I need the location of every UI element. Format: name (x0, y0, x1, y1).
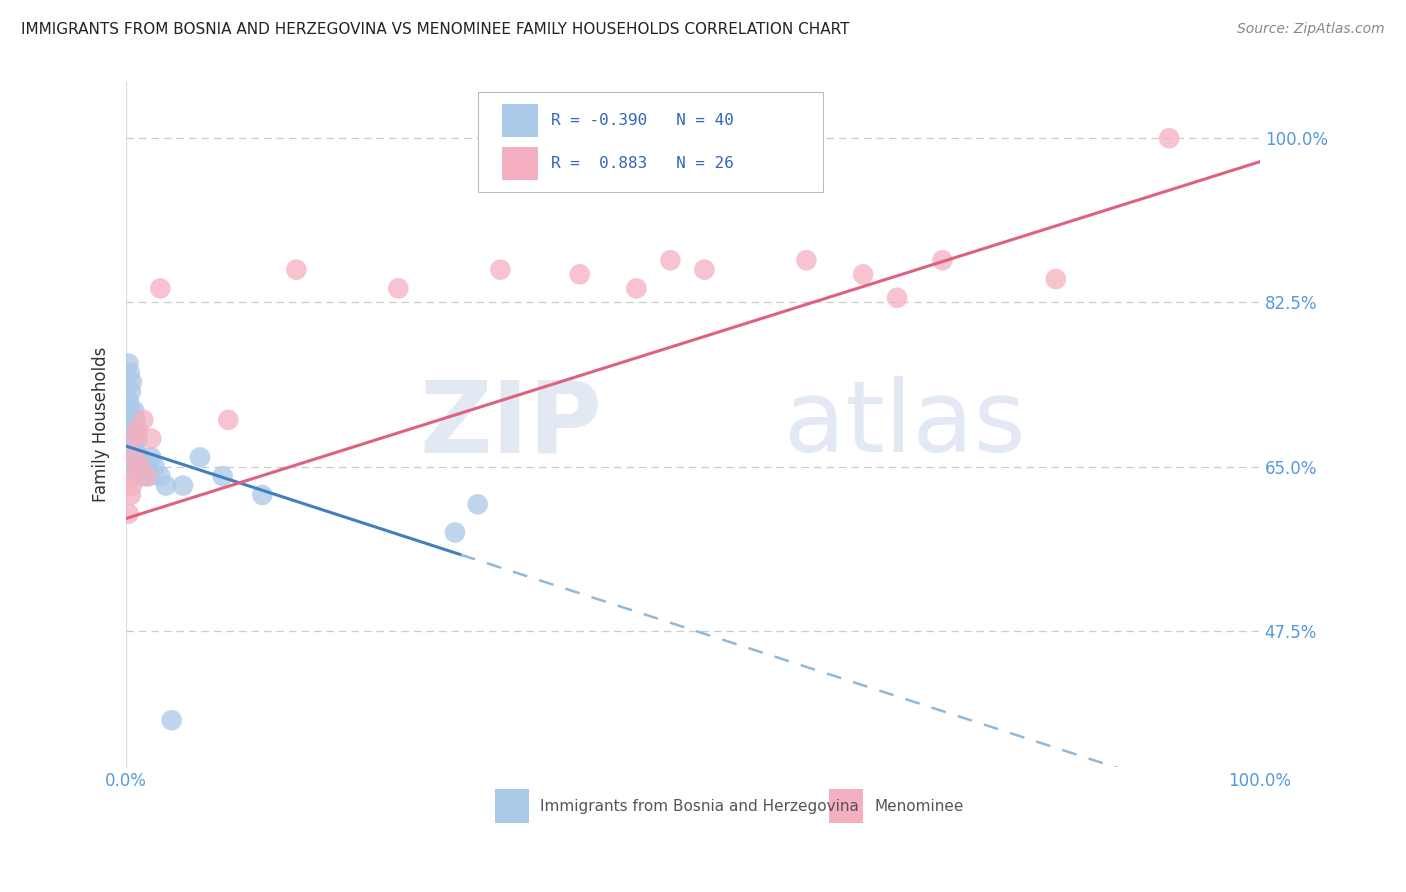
Point (120, 403, 142, 417)
Point (141, 432, 163, 446)
Point (122, 432, 145, 446)
Point (127, 422, 149, 436)
Point (122, 441, 145, 455)
Point (149, 281, 172, 295)
Point (1159, 131, 1181, 145)
Point (122, 403, 145, 417)
Text: Source: ZipAtlas.com: Source: ZipAtlas.com (1237, 22, 1385, 37)
Point (467, 497, 489, 511)
Point (132, 459, 155, 474)
Point (141, 450, 163, 465)
Point (118, 366, 141, 380)
Point (135, 469, 157, 483)
Text: atlas: atlas (783, 376, 1025, 473)
Bar (502, 147, 537, 180)
Point (134, 469, 156, 483)
FancyBboxPatch shape (478, 92, 824, 192)
Point (127, 459, 149, 474)
Point (117, 507, 139, 521)
Text: R =  0.883   N = 26: R = 0.883 N = 26 (551, 156, 734, 171)
Bar (830, 789, 863, 823)
Text: Menominee: Menominee (875, 798, 965, 814)
Bar (495, 789, 529, 823)
Bar (502, 103, 537, 136)
Point (124, 441, 146, 455)
Point (155, 478, 177, 492)
Point (118, 413, 141, 427)
Point (693, 262, 716, 277)
Point (931, 253, 953, 268)
Point (120, 488, 142, 502)
Point (568, 268, 591, 282)
Point (121, 413, 143, 427)
Point (122, 459, 145, 474)
Point (132, 413, 155, 427)
Point (172, 478, 194, 492)
Y-axis label: Family Households: Family Households (93, 347, 110, 502)
Point (124, 450, 146, 465)
Point (117, 357, 139, 371)
Point (122, 459, 145, 474)
Point (121, 478, 143, 492)
Point (127, 432, 149, 446)
Point (659, 253, 682, 268)
Point (121, 376, 143, 390)
Point (217, 413, 239, 427)
Point (796, 253, 818, 268)
Text: ZIP: ZIP (419, 376, 602, 473)
Point (125, 422, 148, 436)
Point (121, 441, 143, 455)
Point (122, 422, 145, 436)
Point (852, 268, 875, 282)
Point (135, 459, 157, 474)
Point (129, 450, 152, 465)
Point (211, 469, 233, 483)
Point (117, 394, 139, 409)
Point (143, 459, 166, 474)
Point (1045, 272, 1067, 286)
Point (120, 384, 142, 399)
Point (149, 469, 172, 483)
Point (188, 450, 211, 465)
Point (387, 281, 409, 295)
Point (160, 713, 183, 727)
Text: R = -0.390   N = 40: R = -0.390 N = 40 (551, 112, 734, 128)
Text: IMMIGRANTS FROM BOSNIA AND HERZEGOVINA VS MENOMINEE FAMILY HOUSEHOLDS CORRELATIO: IMMIGRANTS FROM BOSNIA AND HERZEGOVINA V… (21, 22, 849, 37)
Point (138, 469, 160, 483)
Point (886, 291, 908, 305)
Point (129, 469, 152, 483)
Point (122, 422, 145, 436)
Point (118, 469, 141, 483)
Point (129, 459, 152, 474)
Point (124, 413, 146, 427)
Point (128, 450, 150, 465)
Point (626, 281, 648, 295)
Point (120, 432, 142, 446)
Point (252, 488, 274, 502)
Point (285, 262, 308, 277)
Text: Immigrants from Bosnia and Herzegovina: Immigrants from Bosnia and Herzegovina (540, 798, 859, 814)
Point (489, 262, 512, 277)
Point (444, 525, 467, 540)
Point (125, 450, 148, 465)
